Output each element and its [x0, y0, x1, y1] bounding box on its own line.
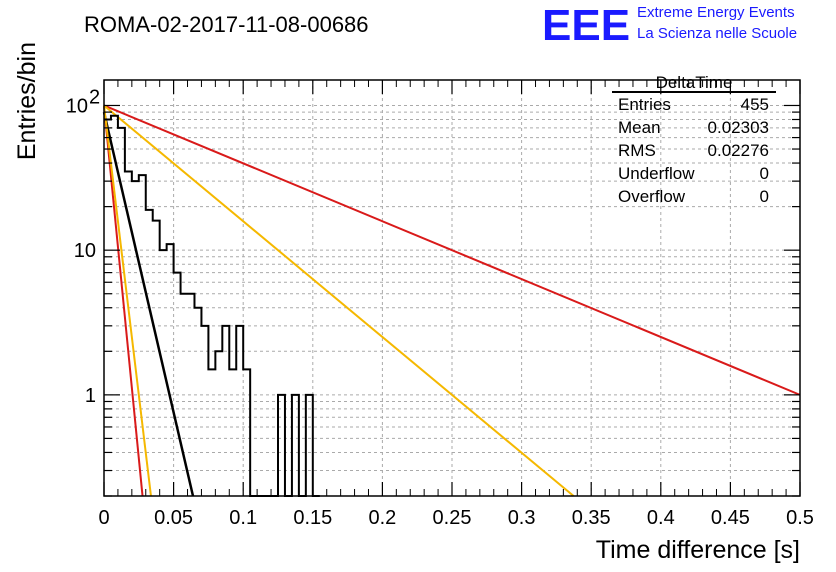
grid-lines	[104, 80, 800, 496]
y-tick-label-exponent: 2	[89, 86, 100, 108]
stats-value-entries: 455	[741, 95, 769, 114]
stats-value-underflow: 0	[760, 164, 769, 183]
eee-logo: EEE Extreme Energy Events La Scienza nel…	[542, 1, 797, 50]
stats-value-overflow: 0	[760, 187, 769, 206]
stats-label-mean: Mean	[618, 118, 661, 137]
x-tick-label: 0.4	[647, 507, 675, 529]
x-tick-label: 0	[98, 507, 109, 529]
fit-line-5	[103, 105, 152, 497]
stats-label-underflow: Underflow	[618, 164, 695, 183]
x-tick-label: 0.2	[368, 507, 396, 529]
fit-line-2	[103, 104, 801, 396]
x-axis-title: Time difference [s]	[596, 536, 800, 564]
x-tick-label: 0.3	[508, 507, 536, 529]
axes: 0 0.05 0.1 0.15 0.2 0.25 0.3 0.35 0.4 0.45 0.5 1 10 1…	[66, 79, 814, 529]
y-tick-label: 1	[85, 385, 96, 407]
stats-value-rms: 0.02276	[708, 141, 769, 160]
stats-value-mean: 0.02303	[708, 118, 769, 137]
x-tick-label: 0.15	[293, 507, 332, 529]
chart-title: ROMA-02-2017-11-08-00686	[84, 12, 369, 37]
logo-line-1: Extreme Energy Events	[637, 4, 795, 21]
stats-box: DeltaTime Entries 455 Mean 0.02303 RMS 0…	[612, 73, 776, 206]
y-tick-label: 10	[66, 95, 88, 117]
x-tick-label: 0.05	[154, 507, 193, 529]
logo-line-2: La Scienza nelle Scuole	[637, 25, 797, 42]
fit-line-1	[102, 111, 195, 497]
x-tick-label: 0.1	[229, 507, 257, 529]
stats-label-rms: RMS	[618, 141, 656, 160]
fit-line-4	[103, 104, 575, 497]
fit-curves	[102, 104, 801, 497]
histogram-step	[104, 114, 320, 497]
stats-label-entries: Entries	[618, 95, 671, 114]
fit-line-3	[103, 105, 144, 497]
y-axis-title: Entries/bin	[13, 42, 41, 160]
stats-name: DeltaTime	[656, 73, 733, 92]
x-tick-label: 0.45	[711, 507, 750, 529]
x-tick-label: 0.25	[433, 507, 472, 529]
y-tick-label: 10	[74, 240, 96, 262]
x-tick-label: 0.5	[786, 507, 814, 529]
stats-label-overflow: Overflow	[618, 187, 686, 206]
logo-mark: EEE	[542, 1, 630, 50]
histogram-series	[104, 114, 320, 497]
x-tick-label: 0.35	[572, 507, 611, 529]
